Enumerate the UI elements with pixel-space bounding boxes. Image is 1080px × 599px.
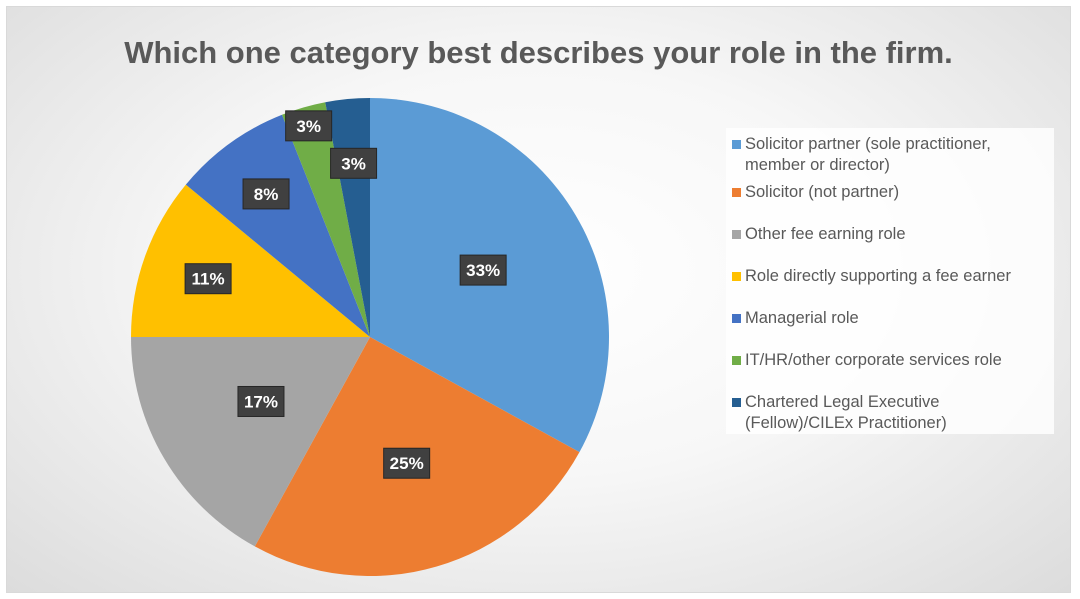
data-label-solicitor-not-partner: 25%	[383, 447, 431, 479]
pie-slice-it-hr-other-corporate-services-role	[282, 102, 370, 338]
legend-label: Other fee earning role	[745, 225, 906, 243]
legend-label: Chartered Legal Executive (Fellow)/CILEx…	[745, 393, 947, 432]
pie-chart: 33% 25% 17% 11% 8% 3% 3%	[131, 98, 609, 576]
data-label-text: 17%	[244, 392, 278, 411]
legend-label: Role directly supporting a fee earner	[745, 267, 1011, 285]
data-label-box	[459, 254, 507, 286]
chart-area: Which one category best describes your r…	[6, 6, 1071, 593]
legend-item-it-hr-other-corporate-services-role: IT/HR/other corporate services role	[732, 350, 1050, 371]
data-label-box	[237, 385, 285, 417]
legend-swatch	[732, 314, 741, 323]
pie-slice-other-fee-earning-role	[131, 337, 370, 547]
data-label-text: 8%	[254, 185, 279, 204]
legend-item-other-fee-earning-role: Other fee earning role	[732, 224, 1050, 245]
data-label-box	[285, 110, 333, 142]
chart-title: Which one category best describes your r…	[124, 35, 953, 70]
legend-item-role-directly-supporting-a-fee-earner: Role directly supporting a fee earner	[732, 266, 1050, 287]
legend-swatch	[732, 398, 741, 407]
legend-swatch	[732, 230, 741, 239]
legend-item-solicitor-not-partner: Solicitor (not partner)	[732, 182, 1050, 203]
legend-label: Solicitor (not partner)	[745, 183, 900, 201]
legend-swatch	[732, 272, 741, 281]
legend-label: Solicitor partner (sole practitioner, me…	[745, 135, 991, 174]
data-label-box	[184, 263, 232, 295]
pie-slice-managerial-role	[185, 114, 370, 337]
data-label-box	[383, 447, 431, 479]
data-label-chartered-legal-executive-fellow-cilex-p: 3%	[330, 147, 378, 179]
data-label-solicitor-partner-sole-practitioner-memb: 33%	[459, 254, 507, 286]
data-label-other-fee-earning-role: 17%	[237, 385, 285, 417]
legend-item-managerial-role: Managerial role	[732, 308, 1050, 329]
legend-label: IT/HR/other corporate services role	[745, 351, 1002, 369]
data-label-text: 3%	[296, 117, 321, 136]
data-label-text: 11%	[192, 270, 225, 289]
data-label-it-hr-other-corporate-services-role: 3%	[285, 110, 333, 142]
data-label-text: 33%	[466, 261, 500, 280]
legend-item-chartered-legal-executive-fellow-cilex-p: Chartered Legal Executive (Fellow)/CILEx…	[732, 392, 1050, 434]
pie-slice-role-directly-supporting-a-fee-earner	[131, 184, 370, 337]
legend-swatch	[732, 188, 741, 197]
legend-swatch	[732, 140, 741, 149]
data-label-managerial-role: 8%	[242, 178, 290, 210]
data-label-box	[242, 178, 290, 210]
data-label-text: 3%	[341, 154, 366, 173]
legend-item-solicitor-partner-sole-practitioner-memb: Solicitor partner (sole practitioner, me…	[732, 134, 1050, 176]
data-label-role-directly-supporting-a-fee-earner: 11%	[184, 263, 232, 295]
data-label-box	[330, 147, 378, 179]
legend-swatch	[732, 356, 741, 365]
legend-label: Managerial role	[745, 309, 859, 327]
data-label-text: 25%	[390, 454, 424, 473]
chart-legend: Solicitor partner (sole practitioner, me…	[726, 128, 1054, 434]
